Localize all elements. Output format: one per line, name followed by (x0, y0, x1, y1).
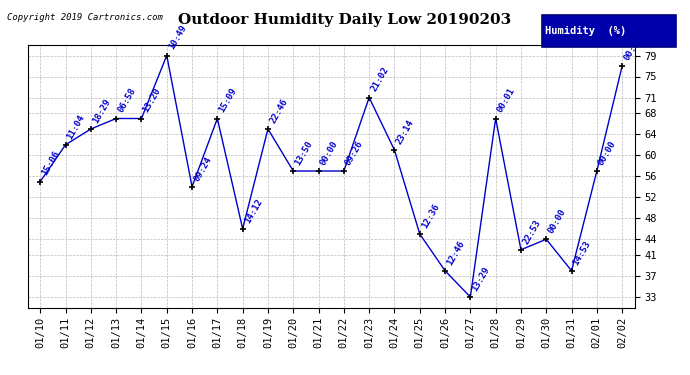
Text: 13:50: 13:50 (293, 139, 315, 167)
Text: 15:09: 15:09 (217, 87, 239, 114)
Text: 00:00: 00:00 (319, 139, 339, 167)
Text: 12:46: 12:46 (445, 239, 466, 267)
Text: Outdoor Humidity Daily Low 20190203: Outdoor Humidity Daily Low 20190203 (179, 13, 511, 27)
Text: 09:26: 09:26 (344, 139, 365, 167)
Text: 12:36: 12:36 (420, 202, 441, 230)
Text: 14:53: 14:53 (571, 239, 593, 267)
Text: 18:29: 18:29 (91, 97, 112, 125)
Text: 21:02: 21:02 (369, 66, 391, 93)
Text: 00:00: 00:00 (597, 139, 618, 167)
Text: Copyright 2019 Cartronics.com: Copyright 2019 Cartronics.com (7, 13, 163, 22)
Text: 22:53: 22:53 (521, 218, 542, 246)
Text: 00:00: 00:00 (622, 34, 643, 62)
Text: 09:24: 09:24 (192, 155, 213, 183)
Text: 00:00: 00:00 (546, 207, 567, 235)
Text: Humidity  (%): Humidity (%) (545, 26, 627, 36)
Text: 23:14: 23:14 (395, 118, 415, 146)
Text: 10:49: 10:49 (167, 24, 188, 51)
Text: 06:58: 06:58 (116, 87, 137, 114)
Text: 15:06: 15:06 (40, 150, 61, 177)
Text: 14:12: 14:12 (243, 197, 264, 225)
Text: 22:46: 22:46 (268, 97, 289, 125)
Text: 13:29: 13:29 (471, 265, 491, 293)
Text: 00:01: 00:01 (495, 87, 517, 114)
Text: 11:04: 11:04 (66, 113, 87, 141)
Text: 13:20: 13:20 (141, 87, 163, 114)
